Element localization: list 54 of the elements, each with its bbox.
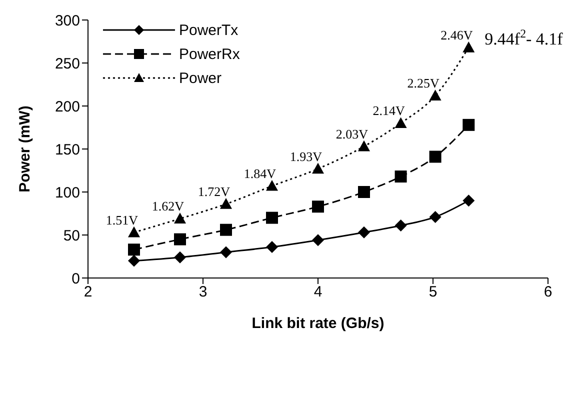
point xyxy=(174,251,186,264)
point xyxy=(128,254,140,267)
x-tick-label: 2 xyxy=(84,284,92,301)
point xyxy=(128,226,140,238)
legend-label: PowerTx xyxy=(179,22,238,38)
y-tick-label: 200 xyxy=(54,98,80,116)
point xyxy=(312,162,324,174)
point xyxy=(394,170,407,183)
x-axis-title: Link bit rate (Gb/s) xyxy=(252,315,384,332)
point xyxy=(429,150,442,163)
point xyxy=(358,186,370,198)
point xyxy=(220,246,232,258)
annotation: 1.51V xyxy=(106,212,139,228)
annotation: 9.44f$^{2}$- 4.1f xyxy=(484,26,564,49)
y-tick-label: 300 xyxy=(54,12,80,30)
point xyxy=(312,200,324,213)
point xyxy=(358,226,370,238)
point xyxy=(394,220,407,232)
annotation: 2.25V xyxy=(407,76,440,91)
point xyxy=(174,233,186,246)
x-tick-label: 3 xyxy=(198,284,208,301)
annotation: 1.72V xyxy=(198,184,231,200)
point xyxy=(394,117,407,128)
y-tick-label: 0 xyxy=(72,270,80,288)
point xyxy=(462,194,475,207)
point xyxy=(266,241,278,254)
point xyxy=(429,90,442,100)
point xyxy=(462,118,475,131)
legend-label: PowerRx xyxy=(179,46,240,62)
point xyxy=(220,224,232,236)
point xyxy=(312,234,324,246)
point xyxy=(358,140,370,152)
annotation: 2.46V xyxy=(440,28,474,43)
x-tick-label: 4 xyxy=(314,284,322,301)
point xyxy=(174,212,186,224)
point xyxy=(429,210,442,223)
point xyxy=(128,244,140,256)
x-tick-label: 5 xyxy=(428,284,438,301)
point xyxy=(220,198,232,209)
annotation: 2.14V xyxy=(372,103,406,118)
y-tick-label: 250 xyxy=(54,55,80,72)
point xyxy=(266,212,278,224)
y-tick-label: 50 xyxy=(63,227,80,244)
legend-label: Power xyxy=(179,70,222,86)
y-tick-label: 150 xyxy=(54,141,80,158)
annotation: 1.84V xyxy=(244,166,277,181)
annotation: 1.93V xyxy=(290,148,323,164)
annotation: 2.03V xyxy=(336,126,369,142)
y-axis-title: Power (mW) xyxy=(16,106,34,192)
x-tick-label: 6 xyxy=(544,284,552,301)
point xyxy=(266,180,278,191)
annotation: 1.62V xyxy=(152,198,185,214)
point xyxy=(462,42,475,52)
y-tick-label: 100 xyxy=(54,184,80,202)
